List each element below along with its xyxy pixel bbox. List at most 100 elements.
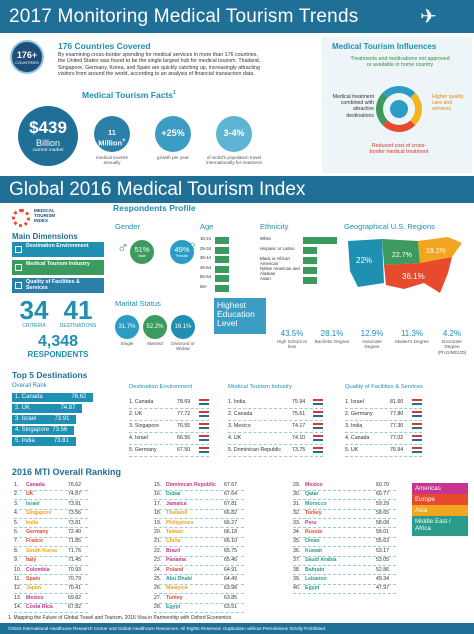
age-bar: 11.6%	[215, 284, 230, 300]
female-label: Female	[176, 254, 188, 258]
fact-tourists-value-wrap: 11 Million+	[94, 128, 130, 148]
row-divider	[14, 499, 88, 501]
ranking-country: Costa Rica	[26, 604, 53, 611]
quality-rank-label: 1. Israel	[345, 399, 364, 405]
age-row: 65+ 11.6%	[200, 284, 256, 300]
ranking-number: 30.	[293, 491, 301, 498]
ranking-country: UK	[26, 491, 34, 498]
footnote: 1. Mapping the Future of Global Travel a…	[8, 615, 232, 621]
ethnicity-row: Black or African American 13.4%	[260, 256, 340, 272]
row-divider	[129, 408, 209, 409]
ranking-country: Turkey	[305, 510, 322, 517]
env-rank-value: 77.72	[177, 411, 191, 417]
ranking-number: 4.	[14, 510, 19, 517]
ranking-score: 71.45	[68, 557, 81, 564]
row-divider	[154, 602, 244, 604]
logo-line: TOURISM	[34, 213, 56, 219]
industry-rank-value: 75.61	[292, 411, 306, 417]
flag-icon	[313, 399, 323, 405]
row-divider	[154, 518, 244, 519]
legend-item: Middle East / Africa	[412, 516, 468, 536]
flag-icon	[412, 435, 422, 441]
age-label: 55-64	[200, 274, 211, 279]
industry-rank-value: 75.94	[292, 399, 306, 405]
education-label: High School or less	[276, 339, 308, 350]
age-bar: 11.1%	[215, 237, 230, 252]
ranking-score: 58.01	[376, 529, 389, 535]
ethnicity-chart: White66.1%Hispanic or Latino12.6%Black o…	[260, 236, 340, 292]
row-divider	[154, 583, 244, 585]
age-bar: 15.3%	[215, 275, 231, 290]
influence-top: Treatments and medications not approved …	[350, 56, 450, 69]
ranking-score: 64.49	[224, 576, 237, 582]
ranking-number: 35.	[293, 538, 301, 545]
ethnicity-label: White	[260, 236, 271, 241]
age-value: 11.6%	[217, 294, 231, 300]
ranking-country: Jamaica	[166, 500, 187, 507]
ranking-number: 2.	[14, 491, 19, 498]
ranking-number: 23.	[154, 557, 162, 564]
age-bar: 22.5%	[215, 256, 231, 271]
ranking-country: Abu Dhabi	[166, 576, 192, 582]
ranking-country: Oman	[305, 538, 320, 545]
education-label: Bachelor Degree	[314, 339, 350, 344]
industry-title: Medical Tourism Industry	[228, 384, 293, 390]
education-value: 4.2%	[442, 329, 462, 338]
row-divider	[293, 574, 396, 576]
dimensions-title: Main Dimensions	[12, 232, 78, 241]
ethnicity-bar: 5.8%	[303, 277, 317, 292]
male-icon: ♂	[117, 240, 129, 257]
male-value: 51%	[134, 245, 150, 254]
footer-bar: ©2016 International Healthcare Research …	[0, 623, 474, 634]
row-divider	[14, 527, 88, 529]
ranking-country: Germany	[26, 529, 49, 535]
respondents-number: 4,348	[37, 333, 79, 350]
ranking-country: Singapore	[26, 510, 52, 517]
industry-rank-label: 3. Mexico	[228, 423, 251, 429]
ranking-number: 39.	[293, 576, 301, 582]
flag-icon	[412, 423, 422, 429]
ranking-country: Mexico	[305, 482, 323, 488]
marital-circle: 52.2%	[143, 315, 167, 339]
education-value: 12.9%	[360, 329, 384, 338]
row-divider	[129, 432, 209, 433]
ranking-number: 12.	[14, 585, 22, 592]
industry-rank-label: 2. Canada	[228, 411, 253, 417]
ethnicity-row: Native American and Alaskan2.1%	[260, 266, 340, 282]
env-rank-value: 78.69	[177, 399, 191, 405]
env-rank-value: 67.50	[177, 447, 191, 453]
marital-value: 52.2%	[146, 324, 164, 330]
row-divider	[14, 489, 88, 491]
overall-rank-value: 73.56	[52, 427, 68, 433]
ranking-country: Bahrain	[305, 566, 325, 573]
dimensions-list: Destination Environment Medical Tourism I…	[12, 242, 104, 296]
row-divider	[14, 518, 88, 519]
ranking-country: Israel	[26, 500, 40, 507]
ranking-number: 38.	[293, 566, 301, 573]
ranking-score: 67.82	[68, 604, 81, 611]
overall-rank-label: 1. Canada	[15, 394, 43, 400]
education-box: Highest Education Level	[214, 298, 266, 334]
ranking-country: Spain	[26, 576, 41, 582]
row-divider	[154, 593, 244, 595]
education-value: 28.1%	[320, 329, 344, 338]
index-title: Global 2016 Medical Tourism Index	[9, 179, 306, 200]
quality-rank-label: 2. Germany	[345, 411, 373, 417]
dimension-item: Quality of Facilities & Services	[12, 278, 104, 293]
row-divider	[293, 508, 396, 510]
ranking-score: 70.79	[68, 576, 81, 582]
legend-item: Asia	[412, 505, 468, 516]
ranking-country: Dominican Republic	[166, 482, 216, 488]
age-row: 35-44 22.5%	[200, 255, 256, 271]
ranking-country: Italy	[26, 557, 37, 564]
row-divider	[154, 555, 244, 557]
regions-title: Geographical U.S. Regions	[344, 222, 435, 231]
row-divider	[14, 612, 88, 613]
age-label: 35-44	[200, 255, 211, 260]
ranking-number: 21.	[154, 538, 162, 545]
marital-circle: 16.1%	[171, 315, 195, 339]
row-divider	[154, 527, 244, 529]
ranking-number: 13.	[14, 594, 22, 601]
dimension-icon	[15, 264, 22, 271]
ranking-country: Kuwait	[305, 547, 323, 554]
